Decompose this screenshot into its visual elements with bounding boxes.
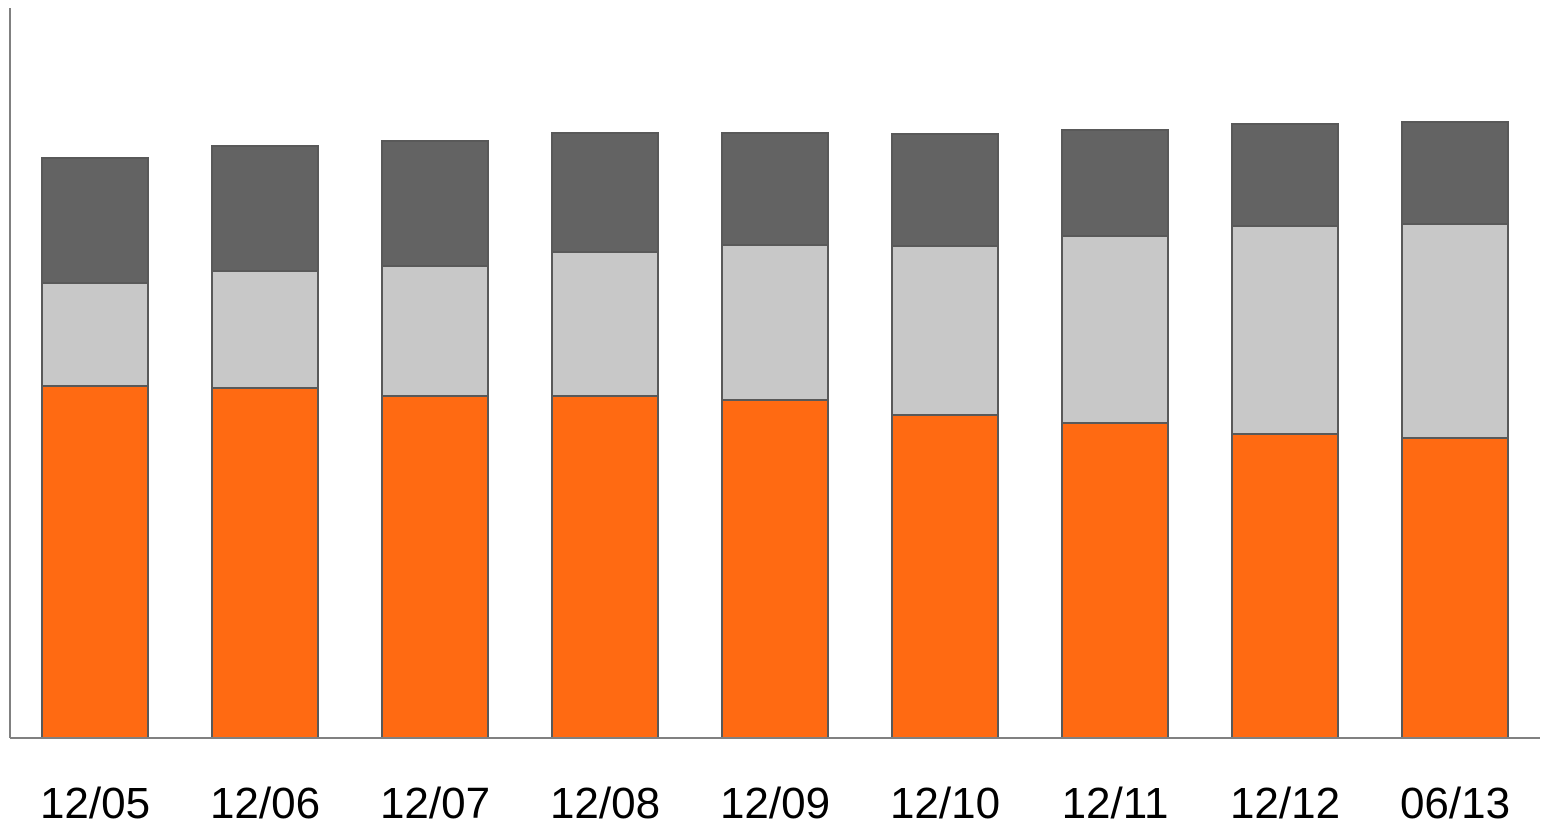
x-tick-label: 12/10: [890, 779, 1000, 825]
bar-segment-3-12-08: [551, 132, 659, 253]
bar-segment-1-12-06: [211, 387, 319, 739]
bar-segment-2-12-09: [721, 244, 829, 401]
bar-segment-2-12-12: [1231, 225, 1339, 435]
bar-segment-3-12-06: [211, 145, 319, 272]
bar-segment-1-12-08: [551, 395, 659, 739]
bar-segment-3-12-05: [41, 157, 149, 284]
bar-segment-2-12-07: [381, 265, 489, 397]
bar-segment-3-12-11: [1061, 129, 1169, 237]
bar-segment-1-12-09: [721, 399, 829, 739]
bar-segment-2-12-10: [891, 245, 999, 416]
bar-segment-2-06-13: [1401, 223, 1509, 439]
bar-segment-2-12-06: [211, 270, 319, 389]
bar-segment-1-12-05: [41, 385, 149, 739]
bar-segment-3-12-07: [381, 140, 489, 267]
x-tick-label: 12/07: [380, 779, 490, 825]
bars-group: [41, 121, 1509, 739]
x-tick-label: 12/09: [720, 779, 830, 825]
bar-segment-1-12-12: [1231, 433, 1339, 739]
bar-segment-1-12-10: [891, 414, 999, 739]
x-tick-label: 12/06: [210, 779, 320, 825]
bar-segment-2-12-11: [1061, 235, 1169, 424]
x-tick-label: 12/05: [40, 779, 150, 825]
bar-segment-1-12-07: [381, 395, 489, 739]
bar-segment-2-12-08: [551, 251, 659, 397]
bar-segment-2-12-05: [41, 282, 149, 387]
bar-segment-3-12-12: [1231, 123, 1339, 227]
bar-segment-3-12-09: [721, 132, 829, 246]
x-tick-label: 12/12: [1230, 779, 1340, 825]
x-tick-labels: 12/05 12/06 12/07 12/08 12/09 12/10 12/11 12/12…: [40, 779, 1510, 825]
bar-segment-3-12-10: [891, 133, 999, 247]
x-tick-label: 06/13: [1400, 779, 1510, 825]
bar-segment-1-12-11: [1061, 422, 1169, 739]
x-tick-label: 12/08: [550, 779, 660, 825]
x-tick-label: 12/11: [1062, 779, 1169, 825]
bar-segment-1-06-13: [1401, 437, 1509, 739]
bar-segment-3-06-13: [1401, 121, 1509, 225]
